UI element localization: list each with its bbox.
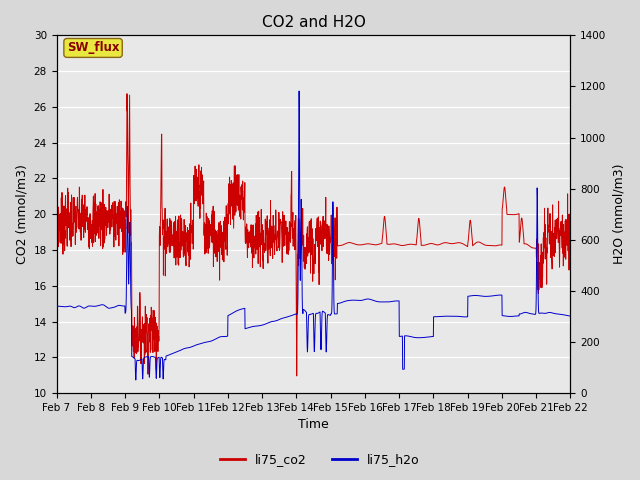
Legend: li75_co2, li75_h2o: li75_co2, li75_h2o: [215, 448, 425, 471]
X-axis label: Time: Time: [298, 419, 329, 432]
Y-axis label: H2O (mmol/m3): H2O (mmol/m3): [612, 164, 625, 264]
Text: SW_flux: SW_flux: [67, 41, 119, 54]
Y-axis label: CO2 (mmol/m3): CO2 (mmol/m3): [15, 164, 28, 264]
Title: CO2 and H2O: CO2 and H2O: [262, 15, 365, 30]
